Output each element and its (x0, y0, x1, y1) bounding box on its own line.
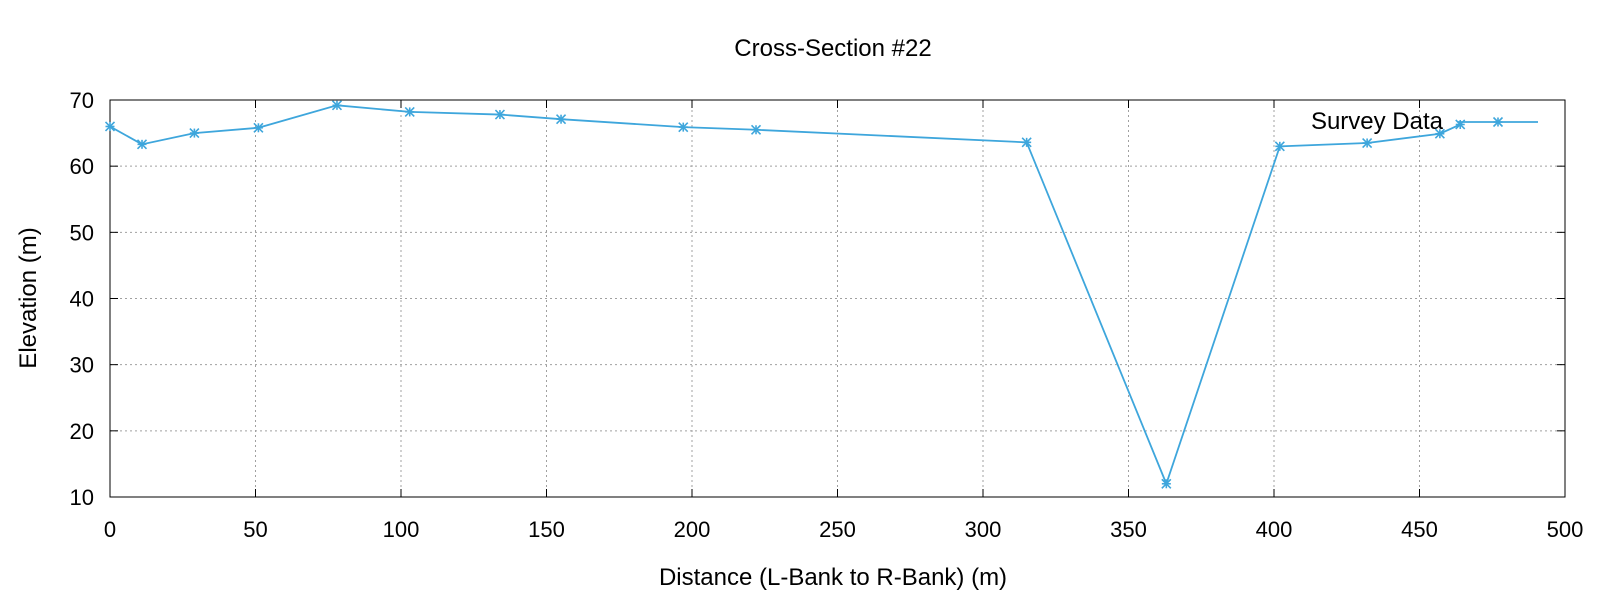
y-tick-label: 10 (70, 485, 94, 510)
y-axis-label: Elevation (m) (15, 227, 42, 368)
data-point (1362, 137, 1373, 149)
data-point (1274, 141, 1285, 152)
x-tick-label: 350 (1110, 517, 1147, 542)
series-line (109, 104, 1461, 487)
data-point (104, 121, 116, 132)
axes: 0 50 100 150 200 250 300 350 400 450 500 10 20 30 40 50… (70, 88, 1584, 542)
x-tick-label: 0 (104, 517, 116, 542)
x-tick-label: 250 (819, 517, 856, 542)
series-survey-data (104, 100, 1466, 489)
data-point (253, 122, 264, 133)
grid-lines (110, 100, 1565, 497)
data-point (1021, 137, 1032, 148)
x-tick-label: 50 (243, 517, 267, 542)
y-tick-label: 60 (70, 154, 94, 179)
data-point (404, 106, 415, 117)
data-point (494, 109, 506, 120)
data-point (678, 122, 689, 133)
y-tick-label: 20 (70, 419, 94, 444)
y-tick-label: 70 (70, 88, 94, 113)
x-tick-label: 150 (528, 517, 565, 542)
legend-label-survey-data: Survey Data (1311, 108, 1444, 135)
x-tick-label: 300 (965, 517, 1002, 542)
y-tick-label: 30 (70, 353, 94, 378)
legend: Survey Data (1311, 108, 1538, 135)
x-tick-label: 450 (1401, 517, 1438, 542)
legend-marker-sample (1492, 116, 1504, 128)
x-tick-label: 100 (383, 517, 420, 542)
chart-title: Cross-Section #22 (734, 35, 931, 62)
x-axis-label: Distance (L-Bank to R-Bank) (m) (659, 564, 1007, 591)
y-tick-label: 40 (70, 287, 94, 312)
data-point (1161, 478, 1172, 489)
data-point (1434, 128, 1445, 139)
data-point (331, 100, 343, 111)
plot-frame (109, 99, 1566, 498)
data-point (189, 128, 200, 139)
x-tick-label: 200 (674, 517, 711, 542)
data-point (136, 139, 148, 150)
y-tick-label: 50 (70, 220, 94, 245)
x-tick-label: 500 (1547, 517, 1584, 542)
x-tick-label: 400 (1256, 517, 1293, 542)
data-point (555, 114, 567, 125)
data-point (750, 124, 762, 135)
